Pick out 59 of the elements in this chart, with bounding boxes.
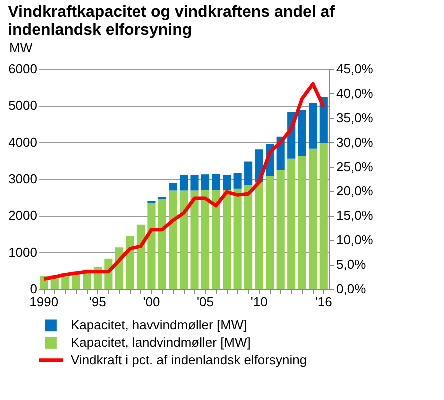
bar — [320, 143, 328, 289]
bar — [244, 162, 253, 186]
legend-label: Vindkraft i pct. af indenlandsk elforsyning — [71, 352, 308, 368]
bar — [309, 103, 318, 149]
legend-label: Kapacitet, havvindmøller [MW] — [71, 318, 248, 333]
y2-tick-label: 15,0% — [336, 208, 374, 224]
bar — [190, 174, 199, 191]
x-tick-label: '00 — [143, 294, 160, 310]
bar — [223, 190, 232, 289]
y2-tick-label: 30,0% — [336, 134, 374, 150]
bar — [169, 190, 178, 289]
bar — [158, 199, 167, 289]
bar — [298, 110, 306, 156]
bar — [234, 174, 242, 189]
y2-tick-label: 35,0% — [336, 110, 374, 126]
y2-tick-label: 10,0% — [336, 232, 374, 248]
y-axis-title: MW — [10, 40, 34, 56]
x-tick-label: '95 — [89, 294, 106, 310]
bar — [180, 174, 188, 191]
bar — [148, 203, 156, 289]
y-tick-label: 4000 — [8, 134, 38, 150]
bar — [276, 170, 285, 289]
x-tick-label: '10 — [250, 294, 268, 310]
bar — [136, 224, 145, 289]
x-tick-label: '05 — [197, 294, 214, 310]
bar — [244, 186, 253, 289]
bar — [320, 97, 328, 144]
bar — [309, 148, 318, 289]
y-tick-label: 2000 — [8, 208, 38, 224]
y-tick-label: 3000 — [8, 172, 38, 186]
bar — [288, 158, 296, 289]
y2-tick-label: 5,0% — [336, 257, 367, 272]
y2-tick-label: 40,0% — [336, 86, 374, 101]
y-tick-label: 1000 — [8, 244, 38, 260]
legend-label: Kapacitet, landvindmøller [MW] — [71, 335, 251, 350]
bar — [223, 174, 232, 190]
bar — [255, 182, 264, 289]
bar — [298, 156, 306, 289]
bar — [190, 190, 199, 289]
bar — [201, 174, 210, 190]
bar — [201, 190, 210, 289]
x-tick-label: 1990 — [30, 294, 59, 310]
y-tick-label: 5000 — [8, 98, 38, 114]
bar — [234, 188, 242, 289]
y2-tick-label: 25,0% — [336, 159, 374, 174]
x-tick-label: '16 — [315, 294, 332, 310]
bar — [180, 190, 188, 289]
bar — [266, 176, 274, 289]
y2-tick-label: 45,0% — [336, 62, 374, 76]
y-tick-label: 6000 — [8, 62, 38, 76]
bar — [169, 183, 178, 191]
bar — [126, 236, 134, 289]
chart-title: Vindkraftkapacitet og vindkraftens andel af indenlandsk elforsyning — [8, 4, 336, 39]
bar — [212, 174, 220, 190]
y-tick-label: 0 — [30, 282, 38, 296]
y2-tick-label: 0,0% — [336, 282, 367, 296]
y2-tick-label: 20,0% — [336, 184, 374, 199]
bar — [212, 190, 220, 289]
line-series — [42, 82, 326, 281]
